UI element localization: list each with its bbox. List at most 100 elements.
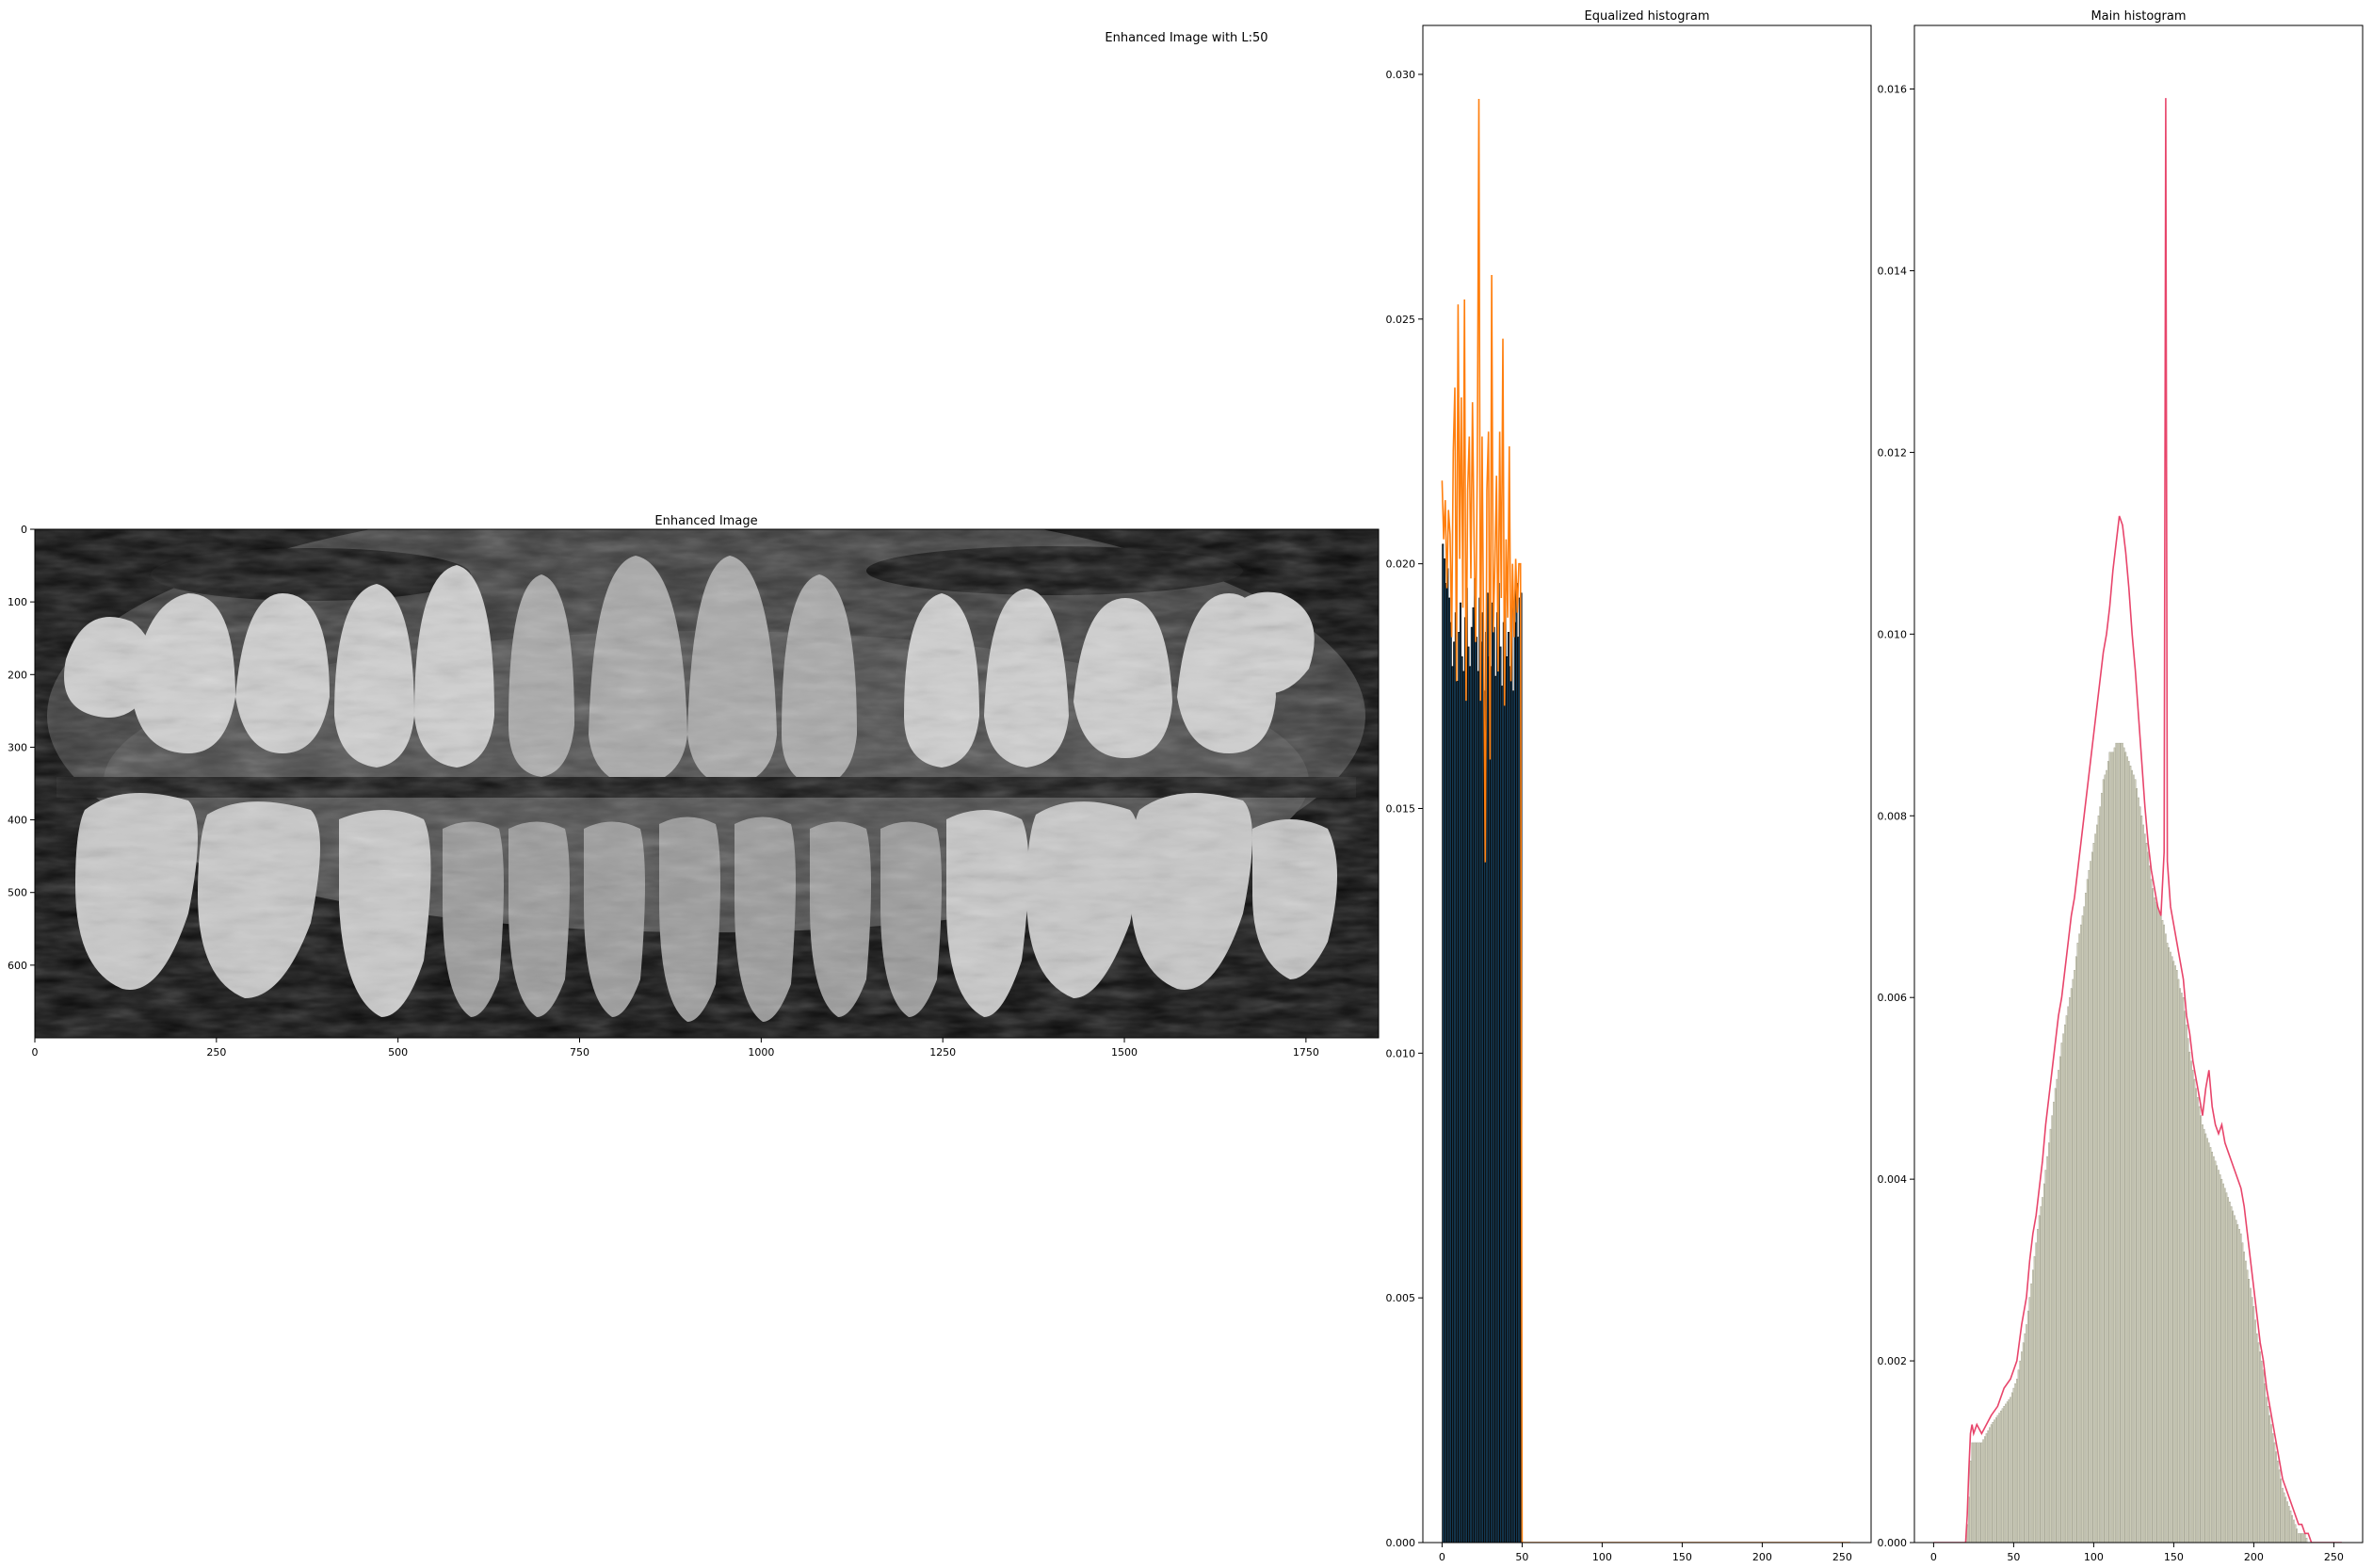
main-bar-73 [2049, 1128, 2052, 1543]
main-bar-192 [2240, 1233, 2242, 1543]
main-bar-233 [2305, 1537, 2308, 1543]
main-bar-120 [2124, 752, 2127, 1543]
equalized-bar-17 [1469, 666, 1472, 1543]
main-bar-47 [2008, 1398, 2010, 1543]
main-bar-161 [2190, 1060, 2192, 1543]
equalized-x-tick-label-5: 250 [1832, 1551, 1852, 1563]
main-bar-213 [2273, 1442, 2276, 1543]
main-x-tick-label-2: 100 [2084, 1551, 2104, 1563]
equalized-bar-14 [1464, 617, 1467, 1543]
main-bar-184 [2227, 1197, 2229, 1543]
main-y-tick-label-0: 0.000 [1878, 1537, 1908, 1549]
main-bar-67 [2040, 1205, 2042, 1543]
main-bar-206 [2262, 1369, 2265, 1543]
main-bar-57 [2024, 1333, 2026, 1543]
main-bar-148 [2170, 951, 2171, 1543]
main-histogram-bars [1966, 742, 2308, 1543]
main-bar-100 [2092, 843, 2095, 1543]
main-bar-114 [2115, 742, 2117, 1543]
main-bar-220 [2284, 1496, 2287, 1543]
image-x-tick-label-0: 0 [32, 1046, 39, 1059]
main-bar-42 [2000, 1410, 2002, 1543]
main-y-tick-label-6: 0.012 [1878, 446, 1908, 459]
main-bar-64 [2035, 1242, 2037, 1543]
main-bar-92 [2080, 924, 2082, 1543]
main-bar-188 [2234, 1215, 2236, 1543]
main-bar-56 [2022, 1342, 2025, 1543]
main-bar-65 [2037, 1228, 2039, 1543]
main-bar-201 [2254, 1319, 2256, 1543]
main-bar-23 [1969, 1460, 1972, 1543]
main-bar-223 [2289, 1511, 2292, 1543]
equalized-bar-29 [1488, 655, 1491, 1543]
main-bar-166 [2198, 1106, 2201, 1543]
main-bar-97 [2088, 869, 2090, 1543]
main-bar-155 [2181, 993, 2183, 1543]
main-bar-111 [2110, 752, 2112, 1543]
equalized-x-tick-label-0: 0 [1439, 1551, 1445, 1563]
main-x-tick-label-3: 150 [2164, 1551, 2184, 1563]
enhanced-image-title: Enhanced Image [654, 514, 757, 528]
main-bar-107 [2104, 774, 2107, 1543]
main-bar-102 [2096, 824, 2098, 1543]
main-histogram-title: Main histogram [2090, 9, 2186, 24]
equalized-bar-11 [1459, 602, 1461, 1543]
equalized-bar-31 [1491, 602, 1493, 1543]
image-x-tick-label-4: 1000 [748, 1046, 774, 1059]
main-bar-183 [2225, 1192, 2228, 1543]
main-bar-36 [1990, 1424, 1993, 1543]
equalized-bar-13 [1462, 671, 1465, 1543]
main-bar-93 [2081, 915, 2084, 1543]
xray-image [35, 529, 1379, 1038]
main-bar-135 [2149, 865, 2151, 1543]
main-bar-215 [2277, 1460, 2279, 1543]
main-bar-231 [2302, 1533, 2304, 1543]
main-bar-123 [2129, 766, 2132, 1543]
main-bar-187 [2232, 1210, 2235, 1543]
main-bar-177 [2216, 1165, 2219, 1543]
main-bar-208 [2266, 1397, 2268, 1543]
main-bar-173 [2209, 1147, 2212, 1543]
equalized-bar-2 [1445, 583, 1447, 1543]
main-bar-133 [2145, 843, 2148, 1543]
image-x-tick-label-1: 250 [206, 1046, 226, 1059]
main-histogram-panel: Main histogram 0 50 100 150 200 250 0.0000.00… [1878, 9, 2364, 1563]
main-bar-55 [2021, 1351, 2023, 1543]
equalized-bar-39 [1504, 597, 1507, 1543]
equalized-bar-47 [1517, 637, 1520, 1543]
main-bar-39 [1994, 1417, 1997, 1543]
main-bar-185 [2229, 1202, 2231, 1543]
enhanced-image-panel: Enhanced Image [8, 514, 1380, 1059]
image-y-tick-label-3: 300 [8, 741, 27, 753]
main-y-tick-label-7: 0.014 [1878, 265, 1908, 277]
main-bar-91 [2078, 933, 2080, 1543]
main-bar-31 [1982, 1439, 1984, 1543]
main-bar-178 [2218, 1170, 2220, 1543]
main-bar-204 [2259, 1351, 2261, 1543]
equalized-bar-1 [1443, 558, 1445, 1543]
image-x-tick-label-3: 750 [570, 1046, 589, 1059]
equalized-bar-5 [1449, 622, 1452, 1543]
equalized-bar-24 [1480, 641, 1483, 1543]
main-bar-86 [2070, 988, 2073, 1543]
main-bar-140 [2156, 906, 2159, 1543]
enhanced-image-y-ticks: 0 100 200 300 400 500 600 [8, 524, 35, 972]
main-bar-81 [2062, 1033, 2064, 1543]
main-bar-109 [2107, 761, 2109, 1543]
main-bar-105 [2101, 792, 2103, 1543]
main-bar-132 [2144, 833, 2146, 1543]
figure-suptitle: Enhanced Image with L:50 [1105, 31, 1267, 45]
main-bar-130 [2140, 816, 2143, 1543]
main-bar-94 [2083, 906, 2085, 1543]
equalized-bar-32 [1493, 626, 1495, 1543]
main-bar-50 [2012, 1387, 2015, 1543]
main-bar-146 [2166, 943, 2169, 1543]
equalized-histogram-bars [1442, 543, 1523, 1543]
main-bar-33 [1985, 1433, 1988, 1543]
main-bar-210 [2268, 1414, 2271, 1543]
equalized-bar-48 [1518, 597, 1521, 1543]
main-y-tick-label-4: 0.008 [1878, 810, 1908, 822]
main-bar-170 [2204, 1133, 2207, 1543]
main-bar-195 [2245, 1260, 2247, 1543]
